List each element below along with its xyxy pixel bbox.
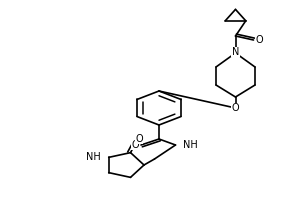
Text: O: O — [135, 134, 143, 144]
Text: N: N — [232, 47, 239, 57]
Text: NH: NH — [86, 152, 101, 162]
Text: O: O — [255, 35, 263, 45]
Text: O: O — [131, 140, 139, 150]
Text: O: O — [232, 103, 239, 113]
Text: NH: NH — [183, 140, 198, 150]
